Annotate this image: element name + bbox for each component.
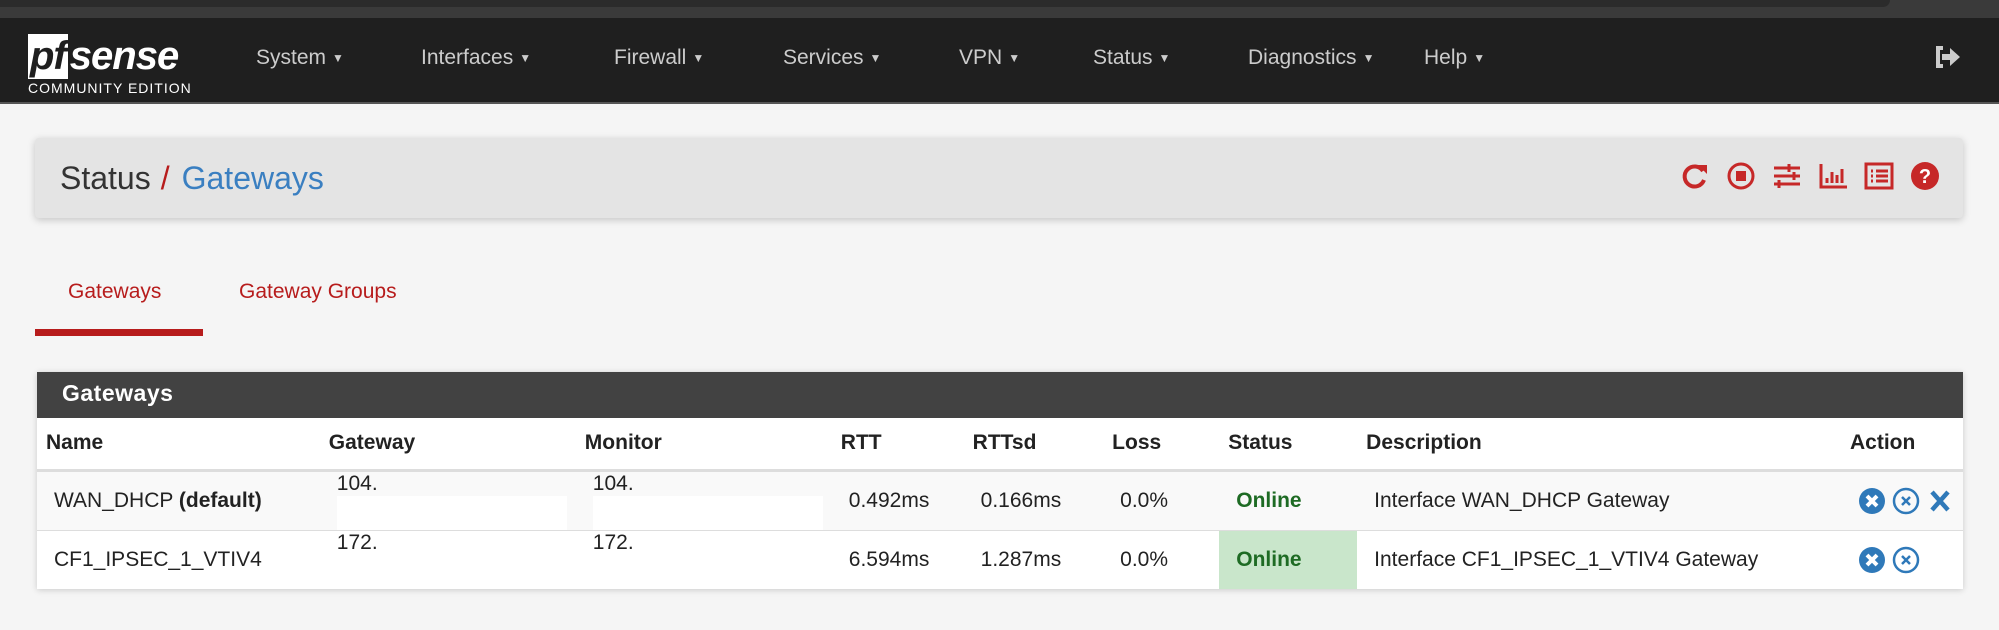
col-rtt: RTT — [831, 418, 964, 472]
disable-icon[interactable] — [1892, 487, 1920, 515]
nav-vpn[interactable]: VPN ▼ — [959, 46, 1020, 70]
caret-down-icon: ▼ — [1158, 51, 1171, 66]
col-description: Description — [1357, 418, 1841, 472]
gateway-name: WAN_DHCP — [54, 488, 174, 512]
table-row: WAN_DHCP (default) 104. 104. 0.492ms 0.1… — [37, 469, 1963, 530]
redaction — [336, 554, 567, 589]
redaction — [592, 495, 823, 530]
status-badge: Online — [1219, 529, 1358, 589]
cell-action — [1841, 529, 1963, 589]
nav-help[interactable]: Help ▼ — [1424, 46, 1485, 70]
tab-gateway-groups[interactable]: Gateway Groups — [239, 280, 397, 303]
breadcrumb-separator: / — [160, 160, 170, 196]
active-tab-indicator — [35, 329, 203, 336]
cell-loss: 0.0% — [1103, 469, 1220, 530]
nav-label: Interfaces — [421, 46, 514, 69]
status-badge: Online — [1219, 469, 1358, 530]
table-row: CF1_IPSEC_1_VTIV4 172. 172. 6.594ms 1.28… — [37, 529, 1963, 589]
nav-label: Services — [783, 46, 864, 69]
col-name: Name — [37, 418, 320, 472]
redaction — [336, 495, 567, 530]
cell-description: Interface WAN_DHCP Gateway — [1357, 469, 1841, 530]
gateways-panel: Gateways Name Gateway Monitor RTT RTTsd … — [37, 372, 1963, 589]
nav-label: Diagnostics — [1248, 46, 1357, 69]
mark-down-icon[interactable] — [1858, 487, 1886, 515]
logout-icon[interactable] — [1932, 42, 1962, 72]
col-action: Action — [1841, 418, 1963, 472]
col-status: Status — [1219, 418, 1358, 472]
monitor-ip: 172. — [592, 530, 634, 554]
mark-down-icon[interactable] — [1858, 546, 1886, 574]
caret-down-icon: ▼ — [1473, 51, 1486, 66]
col-rttsd: RTTsd — [963, 418, 1104, 472]
stop-icon[interactable] — [1725, 160, 1757, 192]
svg-text:?: ? — [1919, 166, 1931, 188]
gateway-ip: 104. — [336, 471, 378, 495]
cell-monitor: 172. — [575, 529, 832, 589]
redaction — [592, 554, 823, 589]
cell-description: Interface CF1_IPSEC_1_VTIV4 Gateway — [1357, 529, 1841, 589]
logo-edition: COMMUNITY EDITION — [28, 80, 192, 96]
gateway-name: CF1_IPSEC_1_VTIV4 — [54, 547, 262, 571]
cell-action — [1841, 469, 1963, 530]
caret-down-icon: ▼ — [332, 51, 344, 66]
nav-status[interactable]: Status ▼ — [1093, 46, 1170, 70]
cell-rtt: 6.594ms — [831, 529, 964, 589]
browser-chrome — [0, 0, 1999, 18]
delete-icon[interactable] — [1926, 487, 1954, 515]
col-gateway: Gateway — [319, 418, 576, 472]
monitor-ip: 104. — [592, 471, 634, 495]
nav-system[interactable]: System ▼ — [256, 46, 344, 70]
help-icon[interactable]: ? — [1909, 160, 1941, 192]
cell-monitor: 104. — [575, 469, 832, 530]
disable-icon[interactable] — [1892, 546, 1920, 574]
cell-rttsd: 1.287ms — [963, 529, 1104, 589]
cell-loss: 0.0% — [1103, 529, 1220, 589]
caret-down-icon: ▼ — [1362, 51, 1375, 66]
breadcrumb-parent: Status — [60, 160, 151, 196]
tab-gateways[interactable]: Gateways — [68, 280, 162, 303]
pfsense-logo[interactable]: pf sense COMMUNITY EDITION — [28, 34, 208, 100]
cell-gateway: 104. — [319, 469, 576, 530]
breadcrumb-current[interactable]: Gateways — [181, 160, 324, 196]
nav-label: System — [256, 46, 327, 69]
browser-tab-strip — [0, 0, 1890, 7]
cell-gateway: 172. — [319, 529, 576, 589]
nav-services[interactable]: Services ▼ — [783, 46, 881, 70]
breadcrumb: Status / Gateways — [60, 160, 324, 197]
breadcrumb-bar: Status / Gateways ? — [35, 138, 1963, 218]
list-icon[interactable] — [1863, 160, 1895, 192]
caret-down-icon: ▼ — [869, 51, 882, 66]
caret-down-icon: ▼ — [692, 51, 705, 66]
chart-icon[interactable] — [1817, 160, 1849, 192]
nav-label: Status — [1093, 46, 1153, 69]
nav-label: Firewall — [614, 46, 687, 69]
default-label: (default) — [178, 488, 262, 512]
col-monitor: Monitor — [575, 418, 832, 472]
cell-name: WAN_DHCP (default) — [37, 469, 320, 530]
nav-label: Help — [1424, 46, 1468, 69]
col-loss: Loss — [1103, 418, 1220, 472]
panel-title: Gateways — [37, 372, 1963, 418]
refresh-icon[interactable] — [1679, 160, 1711, 192]
sliders-icon[interactable] — [1771, 160, 1803, 192]
cell-rttsd: 0.166ms — [963, 469, 1104, 530]
caret-down-icon: ▼ — [519, 51, 532, 66]
nav-firewall[interactable]: Firewall ▼ — [614, 46, 704, 70]
caret-down-icon: ▼ — [1008, 51, 1021, 66]
cell-rtt: 0.492ms — [831, 469, 964, 530]
gateway-ip: 172. — [336, 530, 378, 554]
nav-label: VPN — [959, 46, 1003, 69]
top-navbar: pf sense COMMUNITY EDITION System ▼ Interf… — [0, 18, 1999, 104]
logo-mark: pf sense — [28, 34, 179, 79]
gateways-table: Name Gateway Monitor RTT RTTsd Loss Stat… — [37, 418, 1963, 589]
table-header-row: Name Gateway Monitor RTT RTTsd Loss Stat… — [37, 418, 1963, 472]
nav-diagnostics[interactable]: Diagnostics ▼ — [1248, 46, 1374, 70]
cell-name: CF1_IPSEC_1_VTIV4 — [37, 529, 320, 589]
nav-interfaces[interactable]: Interfaces ▼ — [421, 46, 531, 70]
